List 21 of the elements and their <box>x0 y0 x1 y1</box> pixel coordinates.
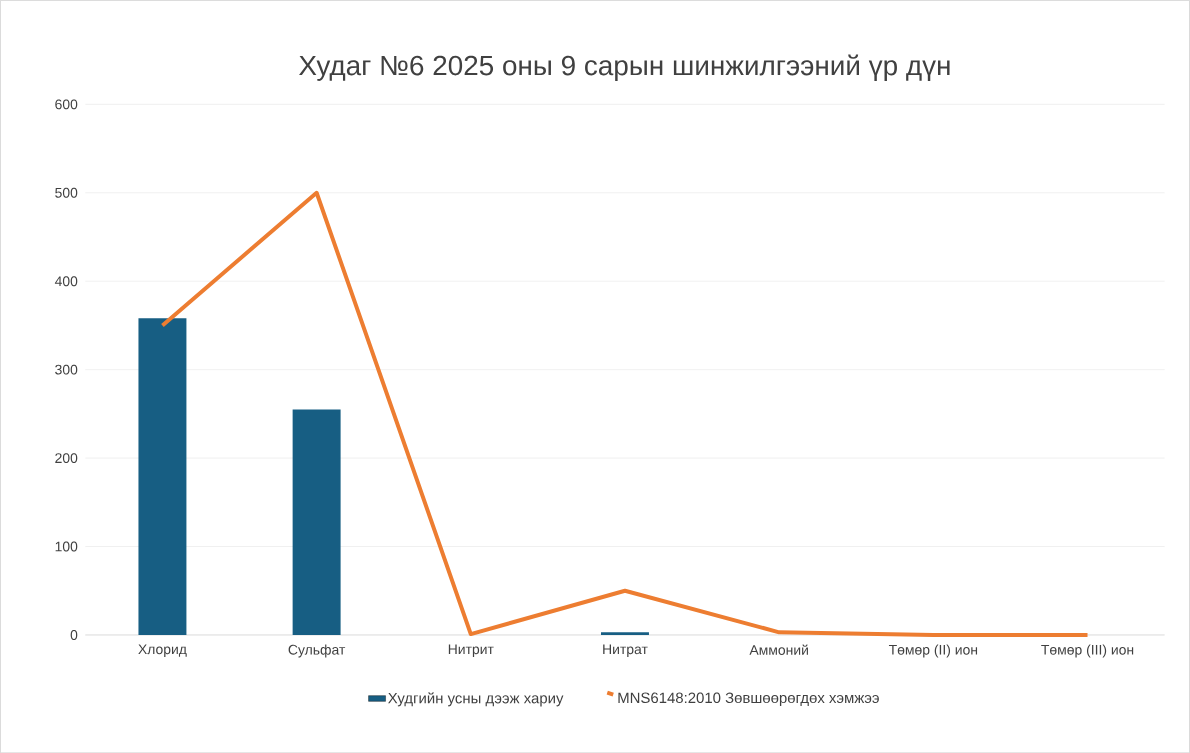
y-tick-label: 300 <box>55 364 78 375</box>
y-tick-label: 500 <box>55 187 78 198</box>
x-tick-label: Аммоний <box>749 644 808 655</box>
bar <box>600 632 649 635</box>
x-tick-label: Төмөр (III) ион <box>1041 644 1134 658</box>
x-tick-label: Нитрат <box>603 644 648 657</box>
chart-title: Худаг №6 2025 оны 9 сарын шинжилгээний үр дүн <box>299 54 950 81</box>
line-series <box>160 190 1090 637</box>
x-tick-label: Төмөр (II) ион <box>888 644 978 658</box>
bar <box>292 409 341 635</box>
x-tick-label: Нитрит <box>448 644 494 657</box>
y-tick-label: 200 <box>55 453 78 463</box>
y-tick-label: 400 <box>54 276 78 287</box>
x-tick-label: Сульфат <box>288 644 346 658</box>
y-tick-label: 0 <box>70 629 78 640</box>
x-tick-label: Хлорид <box>138 644 187 657</box>
y-tick-label: 100 <box>55 541 78 552</box>
bar <box>138 318 187 635</box>
legend-label: Худгийн усны дээж хариу <box>388 692 564 707</box>
legend-label: MNS6148:2010 Зөвшөөрөгдөх хэмжээ <box>618 692 879 706</box>
y-tick-label: 600 <box>55 99 78 110</box>
